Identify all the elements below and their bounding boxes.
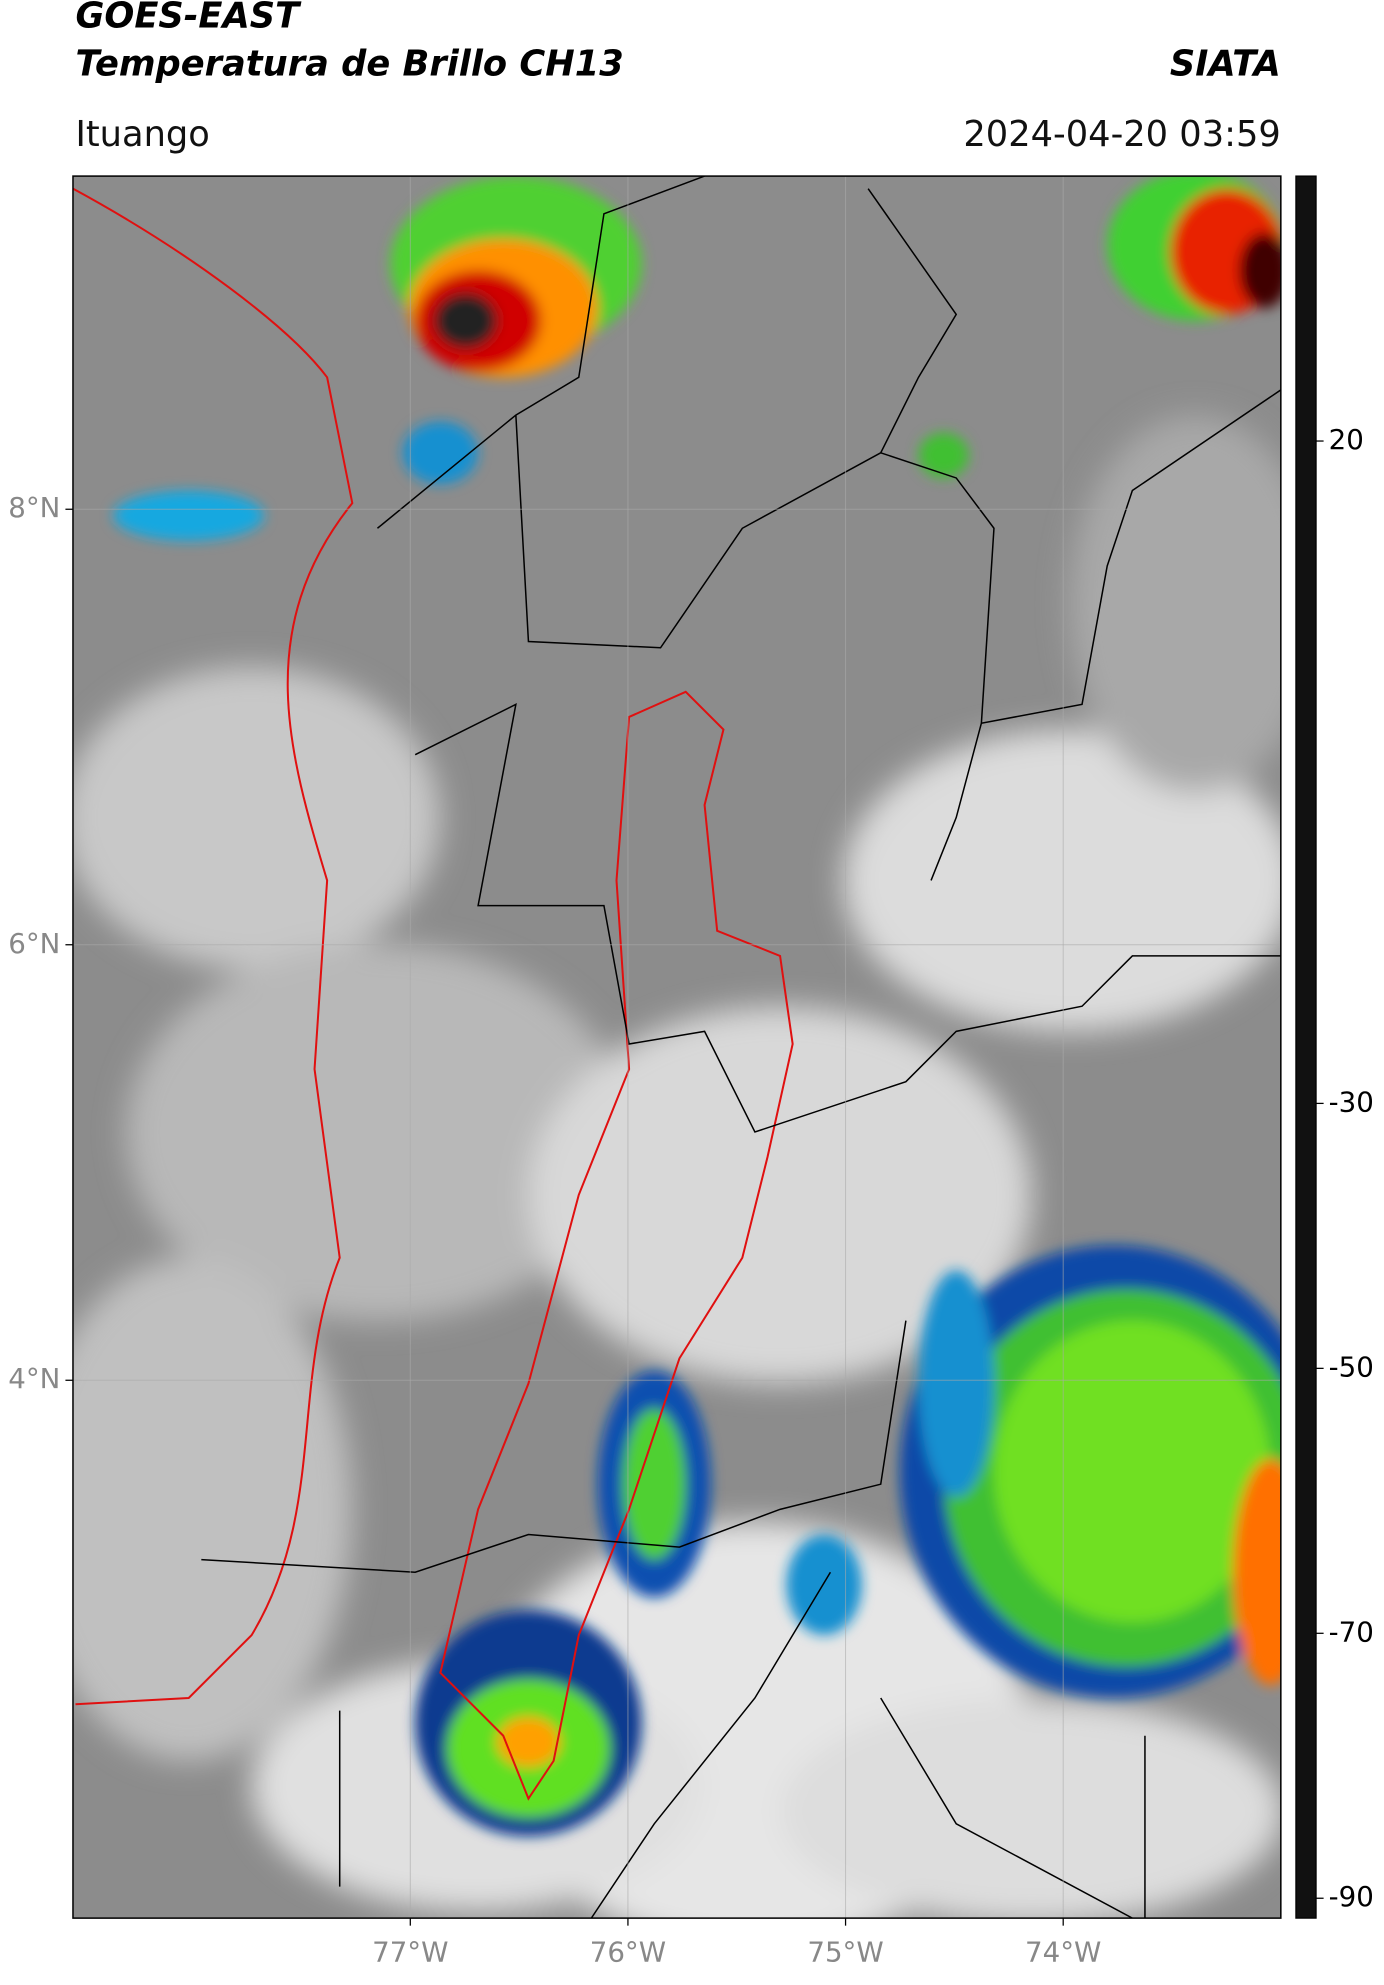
subtitle: Temperatura de Brillo CH13: [75, 43, 623, 84]
lon-tick-label: 75°W: [807, 1935, 883, 1968]
coastline: [72, 187, 354, 1706]
colorbar-tick-label: -90: [1329, 1880, 1374, 1913]
title: GOES-EAST: [75, 0, 302, 37]
clouds: [72, 415, 1281, 1919]
basin-outline: [439, 690, 794, 1801]
place: Ituango: [75, 114, 209, 155]
lat-tick-label: 6°N: [8, 927, 60, 960]
lon-tick-label: 74°W: [1025, 1935, 1101, 1968]
org: SIATA: [1170, 43, 1281, 84]
colorbar: 20 -30 -50 -70 -90: [1295, 175, 1374, 1919]
borders: [201, 176, 1281, 1919]
colorbar-tick-label: -30: [1329, 1085, 1374, 1118]
imagery: [72, 176, 1281, 1919]
colorbar-tick-label: -70: [1329, 1615, 1374, 1648]
map-frame: [72, 175, 1282, 1919]
grid: [72, 176, 1281, 1919]
colorbar-fill: [1295, 175, 1317, 1919]
lon-tick-label: 77°W: [372, 1935, 448, 1968]
colorbar-tick-label: -50: [1329, 1350, 1374, 1383]
lon-tick-label: 76°W: [590, 1935, 666, 1968]
colorbar-tick-label: 20: [1329, 423, 1364, 456]
lat-tick-label: 8°N: [8, 491, 60, 524]
axes: 8°N 6°N 4°N 77°W 76°W 75°W 74°W: [8, 491, 1101, 1968]
datetime: 2024-04-20 03:59: [963, 114, 1280, 155]
lat-tick-label: 4°N: [8, 1362, 60, 1395]
